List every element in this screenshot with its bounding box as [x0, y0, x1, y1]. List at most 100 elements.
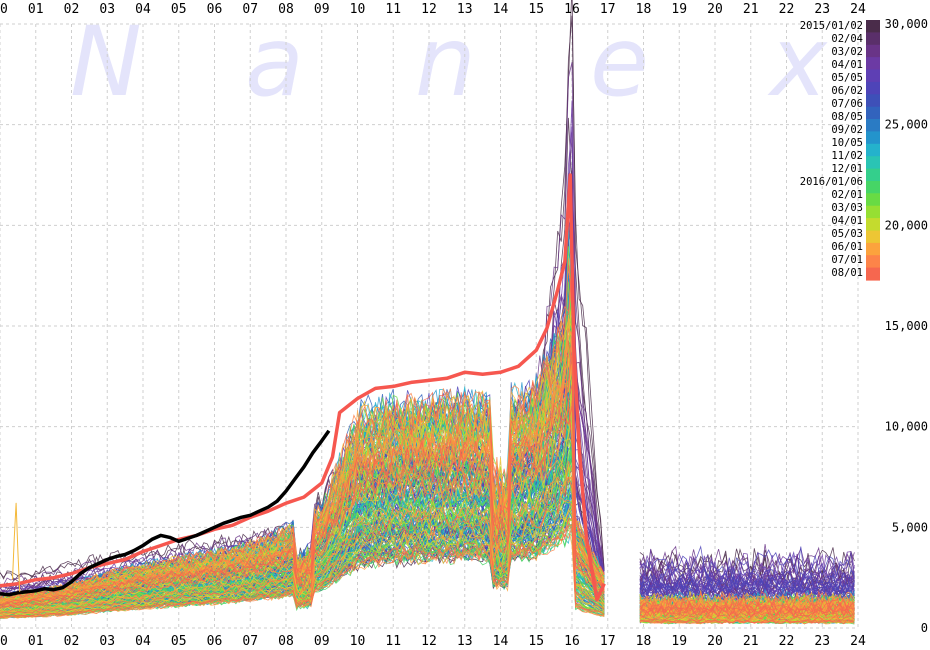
- daily-line: [0, 405, 605, 611]
- legend-swatch: [866, 94, 880, 108]
- daily-line: [639, 548, 855, 584]
- legend-entry: 07/06: [831, 98, 863, 110]
- x-tick-label: 17: [600, 2, 616, 17]
- legend-entry: 10/05: [831, 137, 863, 149]
- watermark-letter: x: [767, 6, 828, 118]
- legend-swatch: [866, 44, 880, 58]
- legend-entry: 06/01: [831, 241, 863, 253]
- legend-swatch: [866, 242, 880, 256]
- daily-line: [0, 508, 605, 617]
- legend-swatch: [866, 131, 880, 145]
- x-tick-label: 24: [850, 634, 866, 649]
- y-tick-label: 30,000: [885, 17, 928, 31]
- x-tick-label: 19: [671, 2, 687, 17]
- x-tick-label: 22: [779, 634, 795, 649]
- legend-swatch: [866, 156, 880, 170]
- x-tick-label: 17: [600, 634, 616, 649]
- legend-swatch: [866, 69, 880, 83]
- watermark-letter: a: [245, 6, 304, 118]
- legend-swatch: [866, 230, 880, 244]
- legend-swatch: [866, 106, 880, 120]
- x-tick-label: 07: [242, 634, 258, 649]
- watermark-letter: n: [415, 6, 476, 118]
- x-tick-label: 14: [493, 634, 509, 649]
- x-tick-label: 23: [814, 634, 830, 649]
- x-tick-label: 09: [314, 2, 330, 17]
- daily-line: [639, 570, 855, 598]
- y-tick-label: 25,000: [885, 118, 928, 132]
- daily-line: [639, 590, 855, 614]
- daily-line: [639, 543, 855, 581]
- y-tick-label: 5,000: [892, 520, 928, 534]
- y-tick-label: 20,000: [885, 218, 928, 232]
- x-tick-label: 16: [564, 634, 580, 649]
- daily-line: [0, 517, 605, 619]
- x-tick-label: 00: [0, 634, 8, 649]
- x-tick-label: 21: [743, 2, 759, 17]
- x-tick-label: 05: [171, 2, 187, 17]
- daily-line: [0, 405, 605, 608]
- daily-line: [639, 564, 855, 594]
- legend-swatch: [866, 57, 880, 71]
- x-tick-label: 20: [707, 2, 723, 17]
- daily-line: [639, 600, 855, 617]
- x-tick-label: 13: [457, 2, 473, 17]
- daily-line: [639, 551, 855, 584]
- legend-swatch: [866, 193, 880, 207]
- legend-entry: 11/02: [831, 150, 863, 162]
- x-tick-label: 01: [28, 2, 44, 17]
- x-tick-label: 11: [385, 2, 401, 17]
- legend-swatch: [866, 81, 880, 95]
- legend-entry: 03/02: [831, 46, 863, 58]
- legend-entry: 2015/01/02: [800, 20, 863, 32]
- daily-line: [0, 524, 605, 618]
- x-tick-label: 24: [850, 2, 866, 17]
- daily-line: [639, 599, 855, 618]
- y-tick-label: 0: [921, 621, 928, 635]
- watermark-letter: e: [590, 6, 649, 118]
- x-tick-label: 04: [135, 2, 151, 17]
- x-tick-label: 12: [421, 634, 437, 649]
- x-tick-label: 06: [207, 634, 223, 649]
- legend-entry: 08/01: [831, 267, 863, 279]
- today-line: [0, 429, 331, 597]
- legend-entry: 12/01: [831, 163, 863, 175]
- legend-swatch: [866, 255, 880, 269]
- x-tick-label: 21: [743, 634, 759, 649]
- x-tick-label: 10: [350, 634, 366, 649]
- y-axis-right: 0 5,000 10,000 15,000 20,000 25,000 30,000: [885, 17, 928, 635]
- x-tick-label: 15: [528, 2, 544, 17]
- x-tick-label: 18: [636, 2, 652, 17]
- legend-entry: 2016/01/06: [800, 176, 863, 188]
- legend-entry: 04/01: [831, 215, 863, 227]
- daily-line: [639, 618, 855, 625]
- date-legend: 2015/01/0202/0403/0204/0105/0506/0207/06…: [800, 20, 880, 281]
- daily-lines-bundle: [0, 0, 855, 625]
- daily-line: [639, 618, 855, 624]
- legend-entry: 04/01: [831, 59, 863, 71]
- series-line: [12, 502, 21, 592]
- x-tick-label: 15: [528, 634, 544, 649]
- highlight-series: [0, 173, 606, 602]
- x-tick-label: 12: [421, 2, 437, 17]
- daily-line: [0, 518, 605, 618]
- legend-entry: 02/01: [831, 189, 863, 201]
- legend-entry: 08/05: [831, 111, 863, 123]
- x-tick-label: 07: [242, 2, 258, 17]
- watermark-letter: N: [70, 6, 142, 118]
- x-axis-top: 00 01 02 03 04 05 06 07 08 09 10 11 12 13 14 15 16 17 18 19…: [0, 2, 866, 17]
- daily-line: [0, 260, 605, 599]
- x-tick-label: 03: [99, 634, 115, 649]
- daily-line: [0, 502, 605, 617]
- legend-entry: 03/03: [831, 202, 863, 214]
- daily-line: [0, 476, 605, 614]
- legend-swatch: [866, 181, 880, 194]
- daily-line: [0, 189, 605, 593]
- y-tick-label: 10,000: [885, 420, 928, 434]
- x-tick-label: 02: [64, 634, 80, 649]
- x-tick-label: 10: [350, 2, 366, 17]
- x-tick-label: 11: [385, 634, 401, 649]
- x-tick-label: 05: [171, 634, 187, 649]
- x-tick-label: 19: [671, 634, 687, 649]
